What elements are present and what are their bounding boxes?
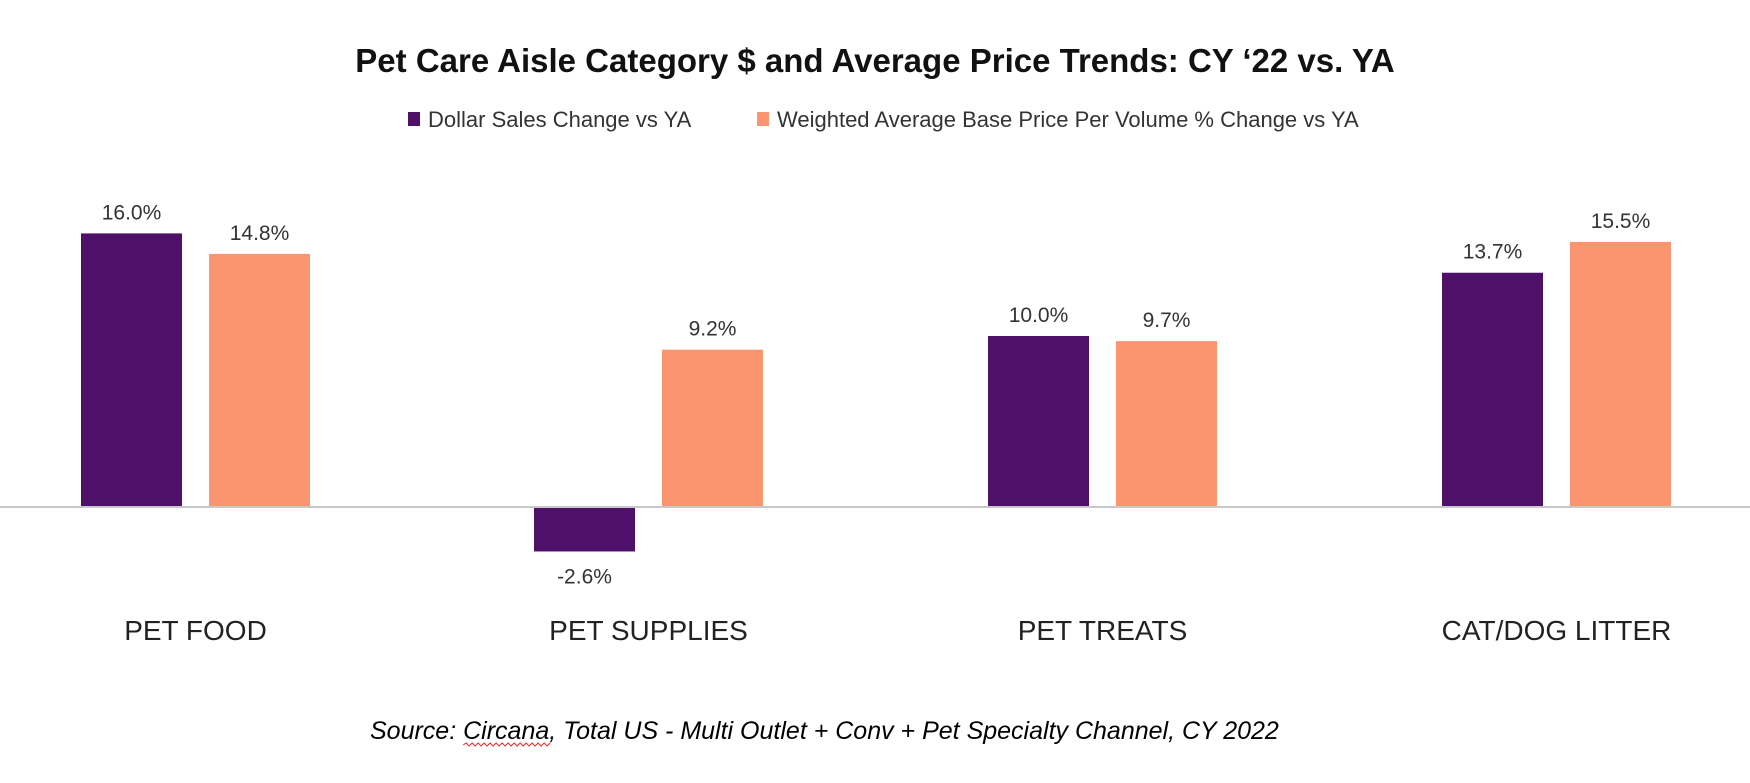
category-label: PET SUPPLIES [549, 615, 748, 646]
data-label: 9.7% [1143, 309, 1191, 332]
category-label: PET FOOD [124, 615, 267, 646]
source-text: Source: Circana, Total US - Multi Outlet… [370, 717, 1279, 745]
chart-title: Pet Care Aisle Category $ and Average Pr… [355, 42, 1394, 79]
data-label: -2.6% [557, 565, 612, 588]
category-label: CAT/DOG LITTER [1442, 615, 1672, 646]
data-label: 10.0% [1009, 304, 1069, 327]
spellcheck-squiggle [462, 742, 551, 747]
source-note: Source: Circana, Total US - Multi Outlet… [370, 717, 1279, 747]
legend: Dollar Sales Change vs YA Weighted Avera… [408, 107, 1359, 132]
data-label: 16.0% [102, 201, 162, 224]
bar-pet-food-series-0 [81, 233, 182, 507]
bar-pet-treats-series-0 [988, 336, 1089, 507]
legend-label-dollar-sales: Dollar Sales Change vs YA [428, 107, 692, 132]
data-label: 15.5% [1591, 210, 1651, 233]
source-rest: , Total US - Multi Outlet + Conv + Pet S… [549, 717, 1279, 745]
data-label: 13.7% [1463, 241, 1523, 264]
legend-swatch-dollar-sales [408, 112, 420, 126]
bar-pet-food-series-1 [209, 253, 310, 507]
bar-pet-supplies-series-1 [662, 349, 763, 507]
data-labels-group: 16.0% 14.8% -2.6% 9.2% 10.0% 9.7% 13.7% 15.5% [102, 201, 1651, 588]
category-labels-group: PET FOOD PET SUPPLIES PET TREATS CAT/DOG LI… [124, 615, 1671, 646]
data-label: 9.2% [689, 318, 737, 341]
bar-cat-dog-litter-series-1 [1570, 241, 1671, 507]
source-prefix: Source: [370, 717, 463, 745]
category-label: PET TREATS [1018, 615, 1188, 646]
bars-group [81, 233, 1671, 552]
legend-label-price-change: Weighted Average Base Price Per Volume %… [777, 107, 1359, 132]
bar-cat-dog-litter-series-0 [1442, 272, 1543, 507]
legend-swatch-price-change [757, 112, 769, 126]
bar-pet-treats-series-1 [1116, 341, 1217, 507]
bar-pet-supplies-series-0 [534, 507, 635, 552]
source-link[interactable]: Circana [463, 717, 549, 745]
data-label: 14.8% [230, 222, 290, 245]
